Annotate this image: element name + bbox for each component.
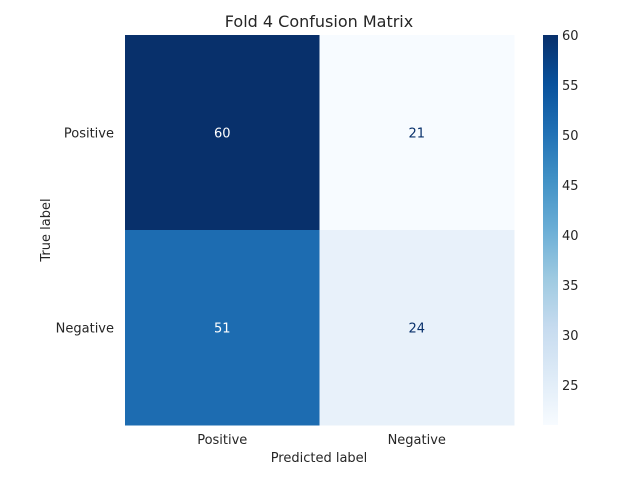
x-tick-labels: Positive Negative	[197, 433, 446, 448]
colorbar-tick-labels: 25 30 35 40 45 50 55 60	[562, 29, 579, 394]
heatmap-cell-positive-negative	[319, 35, 515, 231]
colorbar	[543, 35, 558, 425]
colorbar-tick-label: 35	[562, 279, 579, 294]
x-tick-label: Positive	[197, 433, 247, 448]
x-axis-label: Predicted label	[271, 451, 368, 466]
chart-title: Fold 4 Confusion Matrix	[225, 12, 413, 31]
cell-value-label: 21	[408, 127, 425, 142]
colorbar-tick-label: 45	[562, 179, 579, 194]
heatmap-cell-labels: 60 21 51 24	[214, 127, 425, 337]
colorbar-tick-label: 60	[562, 29, 579, 44]
cell-value-label: 60	[214, 127, 231, 142]
cell-value-label: 51	[214, 322, 231, 337]
heatmap-cell-negative-negative	[319, 230, 515, 426]
x-tick-label: Negative	[388, 433, 446, 448]
heatmap-cells	[125, 35, 515, 426]
colorbar-tick-label: 25	[562, 379, 579, 394]
colorbar-tick-label: 40	[562, 229, 579, 244]
y-tick-labels: Positive Negative	[56, 127, 114, 337]
heatmap-cell-negative-positive	[125, 230, 320, 426]
colorbar-tick-label: 50	[562, 129, 579, 144]
y-tick-label: Negative	[56, 322, 114, 337]
colorbar-tick-label: 30	[562, 329, 579, 344]
y-axis-label: True label	[39, 198, 54, 262]
colorbar-tick-label: 55	[562, 79, 579, 94]
y-tick-label: Positive	[64, 127, 114, 142]
cell-value-label: 24	[408, 322, 425, 337]
heatmap-cell-positive-positive	[125, 35, 320, 231]
